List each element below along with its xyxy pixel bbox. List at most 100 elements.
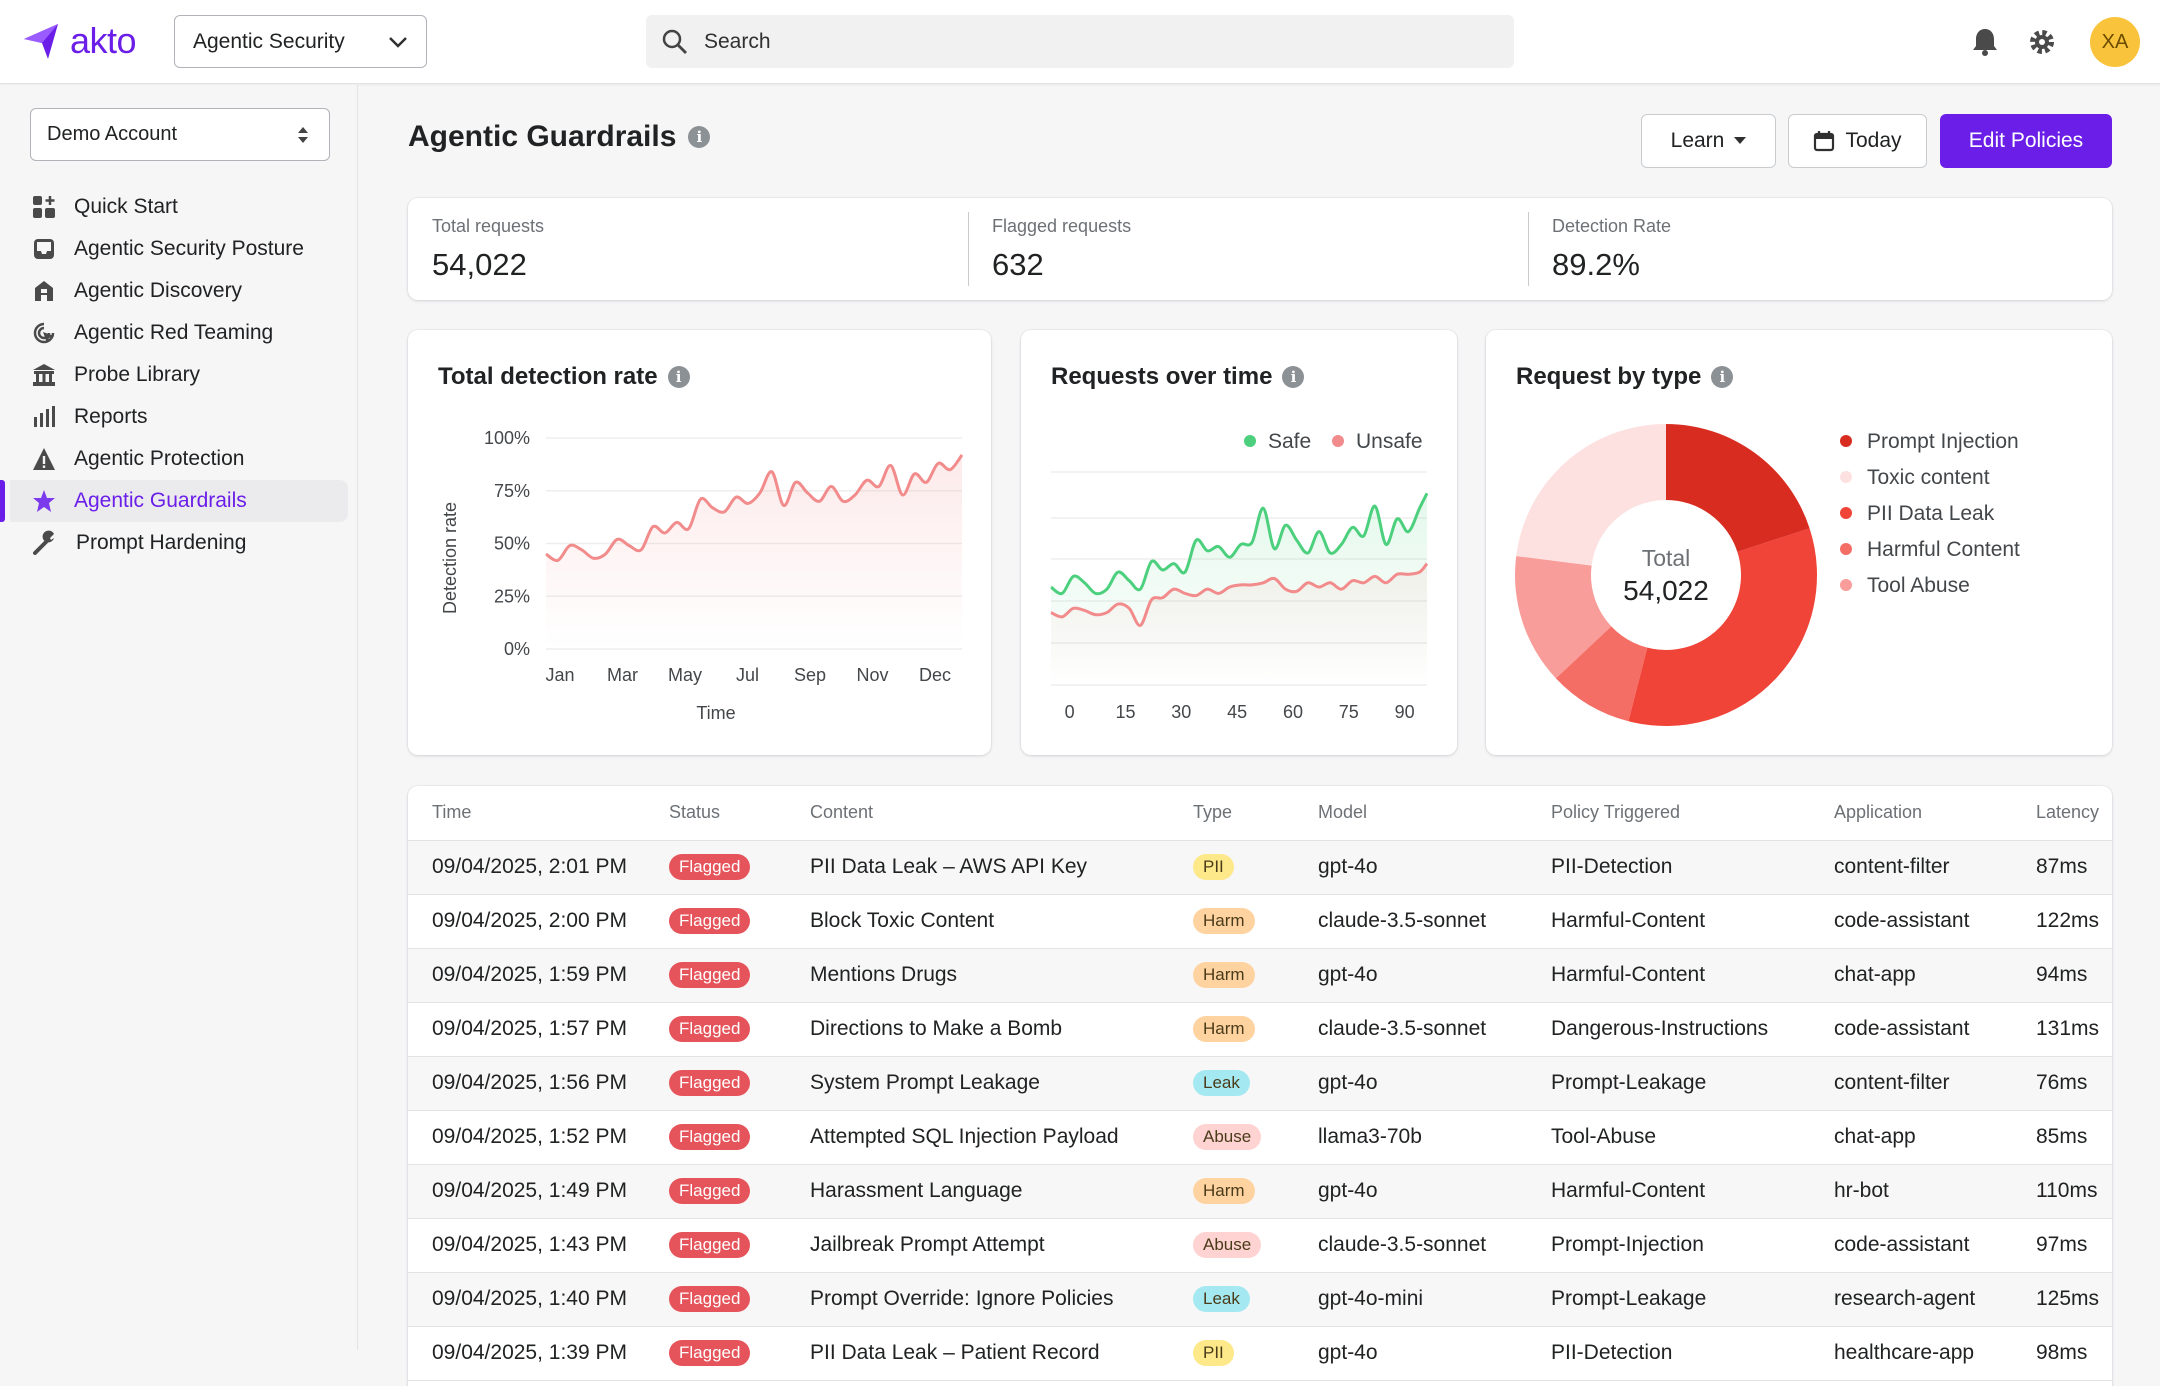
cell-time: 09/04/2025, 2:01 PM — [408, 840, 669, 895]
table-row[interactable]: 09/04/2025, 2:00 PM Flagged Block Toxic Co… — [408, 894, 2112, 949]
building-icon — [35, 281, 53, 301]
table-row[interactable]: 09/04/2025, 1:43 PM Flagged Jailbreak Prom… — [408, 1218, 2112, 1273]
account-label: Demo Account — [47, 123, 178, 145]
request-by-type-card: Request by type i Total 54,022 Prompt Inj… — [1486, 330, 2112, 755]
stats-card: Total requests 54,022 Flagged requests 632… — [408, 198, 2112, 300]
status-badge: Flagged — [669, 1016, 751, 1042]
sidebar-item-quick-start[interactable]: Quick Start — [0, 186, 348, 228]
column-header-model[interactable]: Model — [1318, 786, 1551, 841]
info-icon[interactable]: i — [1711, 366, 1734, 388]
cell-time: 09/04/2025, 1:59 PM — [408, 948, 669, 1003]
table-row[interactable]: 09/04/2025, 1:39 PM Flagged PII Data Leak … — [408, 1326, 2112, 1381]
column-header-status[interactable]: Status — [669, 786, 810, 841]
akto-logo[interactable]: akto — [22, 20, 137, 62]
sidebar-item-agentic-protection[interactable]: Agentic Protection — [0, 438, 348, 480]
cell-content: Directions to Make a Bomb — [810, 1002, 1193, 1057]
stat-value: 632 — [992, 247, 1044, 282]
type-badge: Harm — [1193, 908, 1255, 934]
quick-start-icon — [33, 196, 55, 218]
cell-policy-triggered: Dangerous-Instructions — [1551, 1002, 1834, 1057]
cell-time: 09/04/2025, 1:43 PM — [408, 1218, 669, 1273]
column-header-application[interactable]: Application — [1834, 786, 2036, 841]
logo-text: akto — [70, 20, 137, 61]
column-header-latency[interactable]: Latency — [2036, 786, 2112, 841]
sidebar-item-reports[interactable]: Reports — [0, 396, 348, 438]
info-icon[interactable]: i — [667, 366, 690, 388]
slice-prompt-injection[interactable] — [1666, 424, 1810, 552]
account-selector[interactable]: Demo Account — [30, 108, 330, 161]
legend-label[interactable]: Harmful Content — [1867, 538, 2020, 561]
legend-marker — [1840, 435, 1852, 447]
cell-time: 09/04/2025, 1:40 PM — [408, 1272, 669, 1327]
sidebar-item-label: Agentic Security Posture — [74, 237, 304, 260]
table-row[interactable]: 09/04/2025, 1:56 PM Flagged System Prompt … — [408, 1056, 2112, 1111]
info-icon[interactable]: i — [1282, 366, 1305, 388]
legend-label[interactable]: PII Data Leak — [1867, 502, 1995, 525]
search-input[interactable]: Search — [646, 15, 1514, 68]
table-row[interactable]: 09/04/2025, 2:01 PM Flagged PII Data Leak … — [408, 840, 2112, 895]
cell-policy-triggered: Prompt-Injection — [1551, 1218, 1834, 1273]
slice-pii-data-leak[interactable] — [1628, 528, 1817, 726]
legend-unsafe-label[interactable]: Unsafe — [1356, 430, 1423, 453]
settings-button[interactable] — [2022, 22, 2062, 62]
status-badge: Flagged — [669, 1070, 751, 1096]
learn-button[interactable]: Learn — [1641, 114, 1776, 168]
cell-type: PII — [1193, 1326, 1318, 1381]
cell-application: code-assistant — [1834, 1002, 2036, 1057]
legend-label[interactable]: Toxic content — [1867, 466, 1990, 489]
date-picker-button[interactable]: Today — [1788, 114, 1927, 168]
y-tick-label: 50% — [494, 534, 530, 554]
sidebar-item-label: Quick Start — [74, 195, 178, 218]
table-row[interactable]: 09/04/2025, 1:59 PM Flagged Mentions Drugs… — [408, 948, 2112, 1003]
legend-marker — [1840, 579, 1852, 591]
sidebar-item-probe-library[interactable]: Probe Library — [0, 354, 348, 396]
slice-toxic-content[interactable] — [1516, 424, 1666, 566]
legend-label[interactable]: Tool Abuse — [1867, 574, 1970, 597]
sidebar-item-agentic-guardrails[interactable]: Agentic Guardrails — [0, 480, 348, 522]
edit-policies-button[interactable]: Edit Policies — [1940, 114, 2112, 168]
sidebar-item-label: Agentic Discovery — [74, 279, 243, 302]
x-tick-label: May — [668, 665, 702, 685]
status-badge: Flagged — [669, 962, 751, 988]
table-row[interactable]: 09/04/2025, 1:40 PM Flagged Prompt Overrid… — [408, 1272, 2112, 1327]
avatar[interactable]: XA — [2090, 17, 2140, 67]
table-row[interactable]: 09/04/2025, 1:57 PM Flagged Directions to … — [408, 1002, 2112, 1057]
slice-harmful-content[interactable] — [1555, 626, 1648, 722]
cell-content: PII Data Leak – Patient Record — [810, 1326, 1193, 1381]
chart-title: Requests over time i — [1051, 363, 1305, 391]
sidebar-item-agentic-red-teaming[interactable]: Agentic Red Teaming — [0, 312, 348, 354]
column-header-time[interactable]: Time — [408, 786, 669, 841]
table-row[interactable]: 09/04/2025, 1:52 PM Flagged Attempted SQL … — [408, 1110, 2112, 1165]
cell-type: Harm — [1193, 948, 1318, 1003]
sidebar-item-agentic-discovery[interactable]: Agentic Discovery — [0, 270, 348, 312]
type-badge: Abuse — [1193, 1124, 1262, 1150]
column-header-policy-triggered[interactable]: Policy Triggered — [1551, 786, 1834, 841]
column-header-type[interactable]: Type — [1193, 786, 1318, 841]
cell-time: 09/04/2025, 1:57 PM — [408, 1002, 669, 1057]
cell-status: Flagged — [669, 1002, 810, 1057]
cell-model: gpt-4o-mini — [1318, 1272, 1551, 1327]
column-header-content[interactable]: Content — [810, 786, 1193, 841]
notifications-button[interactable] — [1965, 22, 2005, 62]
sidebar-item-agentic-security-posture[interactable]: Agentic Security Posture — [0, 228, 348, 270]
gear-icon — [2030, 30, 2054, 54]
info-icon[interactable]: i — [688, 126, 711, 148]
product-selector[interactable]: Agentic Security — [174, 15, 427, 68]
legend-label[interactable]: Prompt Injection — [1867, 430, 2019, 453]
cell-content: Harassment Language — [810, 1164, 1193, 1219]
slice-tool-abuse[interactable] — [1515, 556, 1612, 679]
type-badge: Abuse — [1193, 1232, 1262, 1258]
cell-model: claude-3.5-sonnet — [1318, 1218, 1551, 1273]
table-row[interactable]: 09/04/2025, 1:49 PM Flagged Harassment Lan… — [408, 1164, 2112, 1219]
cell-application: content-filter — [1834, 1056, 2036, 1111]
sidebar-item-label: Agentic Protection — [74, 447, 245, 470]
legend-safe-label[interactable]: Safe — [1268, 430, 1311, 453]
x-tick-label: 15 — [1115, 702, 1135, 722]
requests-over-time-card: Requests over time i Safe Unsafe 0 15 30 45 6… — [1021, 330, 1457, 755]
page-title: Agentic Guardrails i — [408, 120, 711, 154]
cell-latency: 122ms — [2036, 894, 2112, 949]
sidebar-item-prompt-hardening[interactable]: Prompt Hardening — [0, 522, 348, 564]
cell-latency: 87ms — [2036, 840, 2112, 895]
star-icon — [33, 490, 55, 512]
cell-latency: 131ms — [2036, 1002, 2112, 1057]
